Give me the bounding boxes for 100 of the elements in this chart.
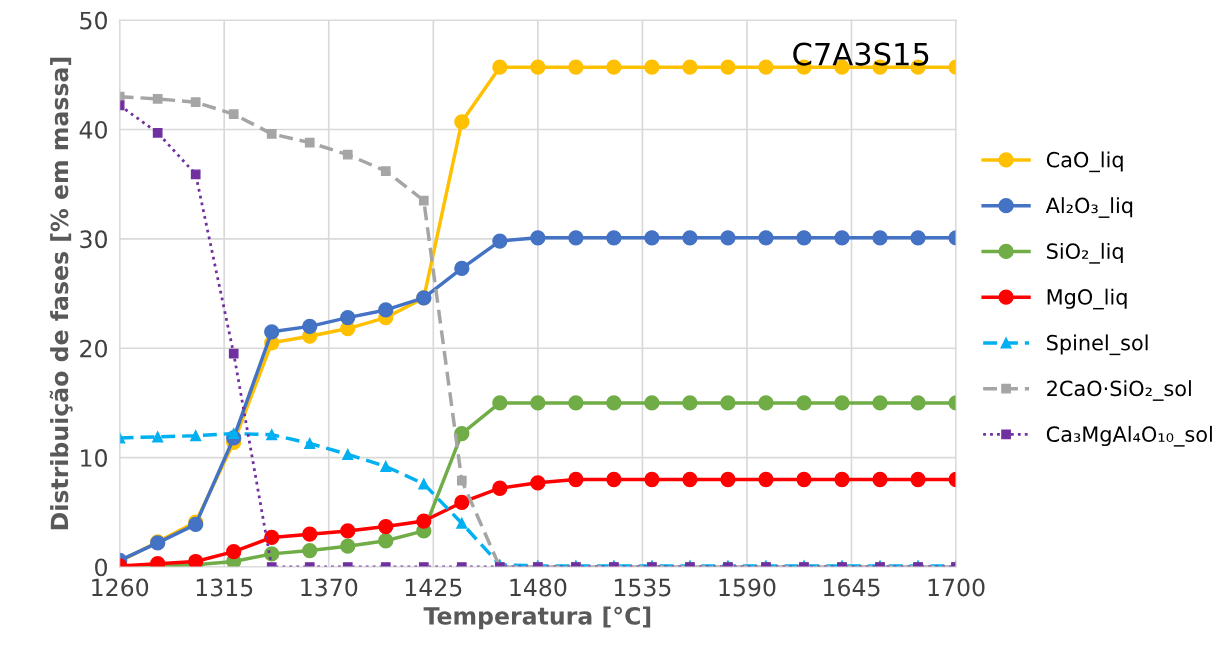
point: [152, 431, 164, 443]
x-tick-label: 1315: [196, 578, 253, 597]
point: [340, 309, 356, 326]
point: [492, 480, 508, 496]
point: [228, 348, 239, 359]
point: [456, 475, 467, 486]
point: [644, 59, 660, 75]
point: [530, 59, 546, 75]
point: [568, 230, 584, 246]
legend-label: Al₂O₃_liq: [1045, 197, 1133, 218]
point: [796, 230, 812, 246]
point: [530, 475, 546, 491]
point: [304, 437, 316, 449]
point: [530, 230, 546, 246]
point: [418, 478, 430, 490]
point: [568, 471, 584, 488]
point: [264, 324, 280, 340]
legend-label: CaO_liq: [1046, 151, 1123, 173]
y-tick-label: 10: [81, 449, 107, 467]
point: [910, 395, 926, 411]
legend-label: Ca₃MgAl₄O₁₀_sol: [1046, 425, 1212, 447]
point: [644, 471, 660, 488]
point: [190, 97, 201, 108]
legend-label: MgO_liq: [1047, 288, 1127, 310]
y-tick-label: 30: [80, 230, 107, 249]
point: [304, 137, 315, 148]
legend-label: Spinel_sol: [1047, 334, 1148, 356]
point: [606, 395, 622, 411]
point: [190, 169, 201, 180]
point: [910, 230, 926, 246]
y-tick-label: 0: [95, 558, 107, 577]
point: [872, 230, 888, 246]
x-tick-label: 1535: [614, 578, 671, 597]
point: [228, 428, 240, 440]
point: [530, 395, 546, 411]
point: [910, 471, 926, 488]
point: [720, 59, 736, 75]
point: [758, 395, 774, 411]
point: [492, 395, 508, 411]
point: [302, 542, 318, 559]
x-tick-label: 1700: [928, 578, 985, 597]
point: [152, 127, 163, 138]
x-axis-title: Temperatura [°C]: [423, 606, 651, 630]
point: [796, 395, 812, 411]
point: [758, 59, 774, 75]
point: [380, 460, 392, 472]
point: [720, 471, 736, 488]
point: [720, 230, 736, 246]
point: [378, 518, 394, 535]
point: [456, 517, 468, 529]
point: [720, 395, 736, 411]
point: [682, 59, 698, 75]
point: [606, 59, 622, 75]
point: [796, 471, 812, 488]
x-tick-label: 1370: [301, 578, 358, 597]
point: [228, 109, 239, 120]
y-tick-label: 20: [80, 339, 107, 358]
y-tick-label: 40: [79, 120, 107, 139]
point: [872, 395, 888, 411]
legend-label: SiO₂_liq: [1047, 242, 1123, 264]
point: [378, 302, 394, 318]
point: [340, 523, 356, 539]
point: [418, 195, 429, 206]
point: [378, 533, 394, 549]
point: [188, 553, 204, 567]
point: [152, 94, 163, 104]
point: [872, 471, 888, 488]
point: [834, 471, 850, 488]
point: [342, 448, 354, 460]
point: [454, 494, 470, 511]
point: [266, 429, 278, 441]
x-tick-label: 1590: [719, 578, 776, 597]
point: [266, 129, 277, 139]
point: [416, 513, 432, 529]
point: [606, 471, 622, 488]
legend-label: 2CaO·SiO₂_sol: [1047, 380, 1191, 401]
x-tick-label: 1645: [824, 578, 880, 597]
text: C7A3S15: [793, 42, 929, 66]
point: [342, 149, 353, 160]
point: [834, 230, 850, 246]
point: [644, 230, 660, 246]
point: [454, 114, 470, 130]
point: [606, 230, 622, 246]
point: [380, 166, 391, 176]
point: [340, 538, 356, 554]
y-axis-title: Distribuição de fases [% em massa]: [49, 57, 73, 530]
point: [758, 471, 774, 488]
point: [226, 544, 242, 560]
point: [302, 526, 318, 542]
point: [190, 430, 202, 442]
point: [682, 471, 698, 488]
point: [568, 59, 584, 75]
x-tick-label: 1260: [92, 578, 149, 597]
point: [758, 230, 774, 246]
point: [644, 395, 660, 411]
y-tick-label: 50: [80, 11, 107, 30]
point: [568, 395, 584, 411]
x-tick-label: 1425: [405, 578, 462, 597]
point: [682, 230, 698, 246]
point: [264, 529, 280, 546]
